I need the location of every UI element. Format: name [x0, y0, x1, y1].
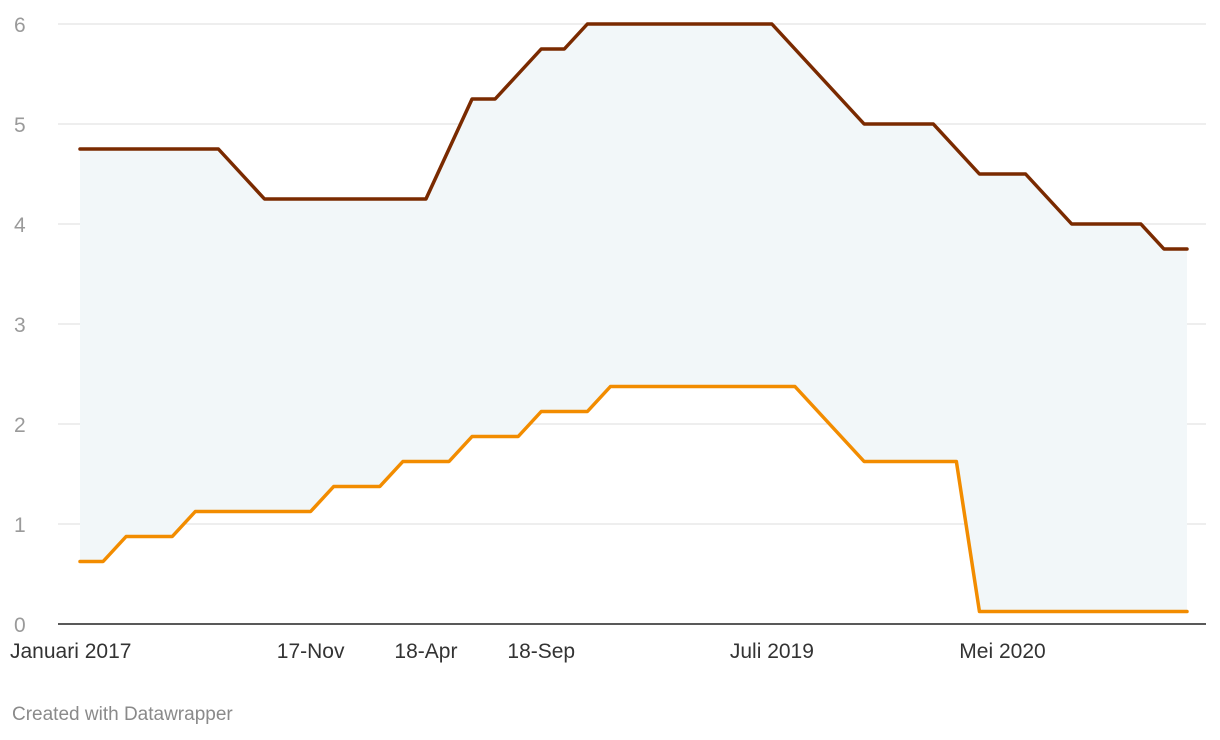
series-line-1	[78, 22, 1189, 251]
y-tick-label-0: 0	[14, 614, 26, 637]
series-line-2	[78, 384, 1189, 614]
y-tick-label-6: 6	[14, 14, 26, 37]
x-axis-ticks: Januari 2017 17-Nov 18-Apr 18-Sep Juli 2019 M…	[10, 640, 1046, 663]
y-tick-label-1: 1	[14, 514, 26, 537]
x-tick-label-4: Juli 2019	[730, 640, 814, 663]
y-axis-ticks: 0 1 2 3 4 5 6	[14, 14, 26, 637]
y-tick-label-2: 2	[14, 414, 26, 437]
range-band	[80, 24, 1187, 612]
x-tick-label-5: Mei 2020	[959, 640, 1045, 663]
y-tick-label-3: 3	[14, 314, 26, 337]
x-tick-label-1: 17-Nov	[277, 640, 345, 663]
x-tick-label-0: Januari 2017	[10, 640, 131, 663]
y-tick-label-5: 5	[14, 114, 26, 137]
x-tick-label-3: 18-Sep	[507, 640, 575, 663]
x-tick-label-2: 18-Apr	[394, 640, 457, 663]
series-lines	[78, 22, 1189, 614]
credit-text: Created with Datawrapper	[12, 704, 233, 725]
range-band-area	[80, 24, 1187, 612]
y-tick-label-4: 4	[14, 214, 26, 237]
